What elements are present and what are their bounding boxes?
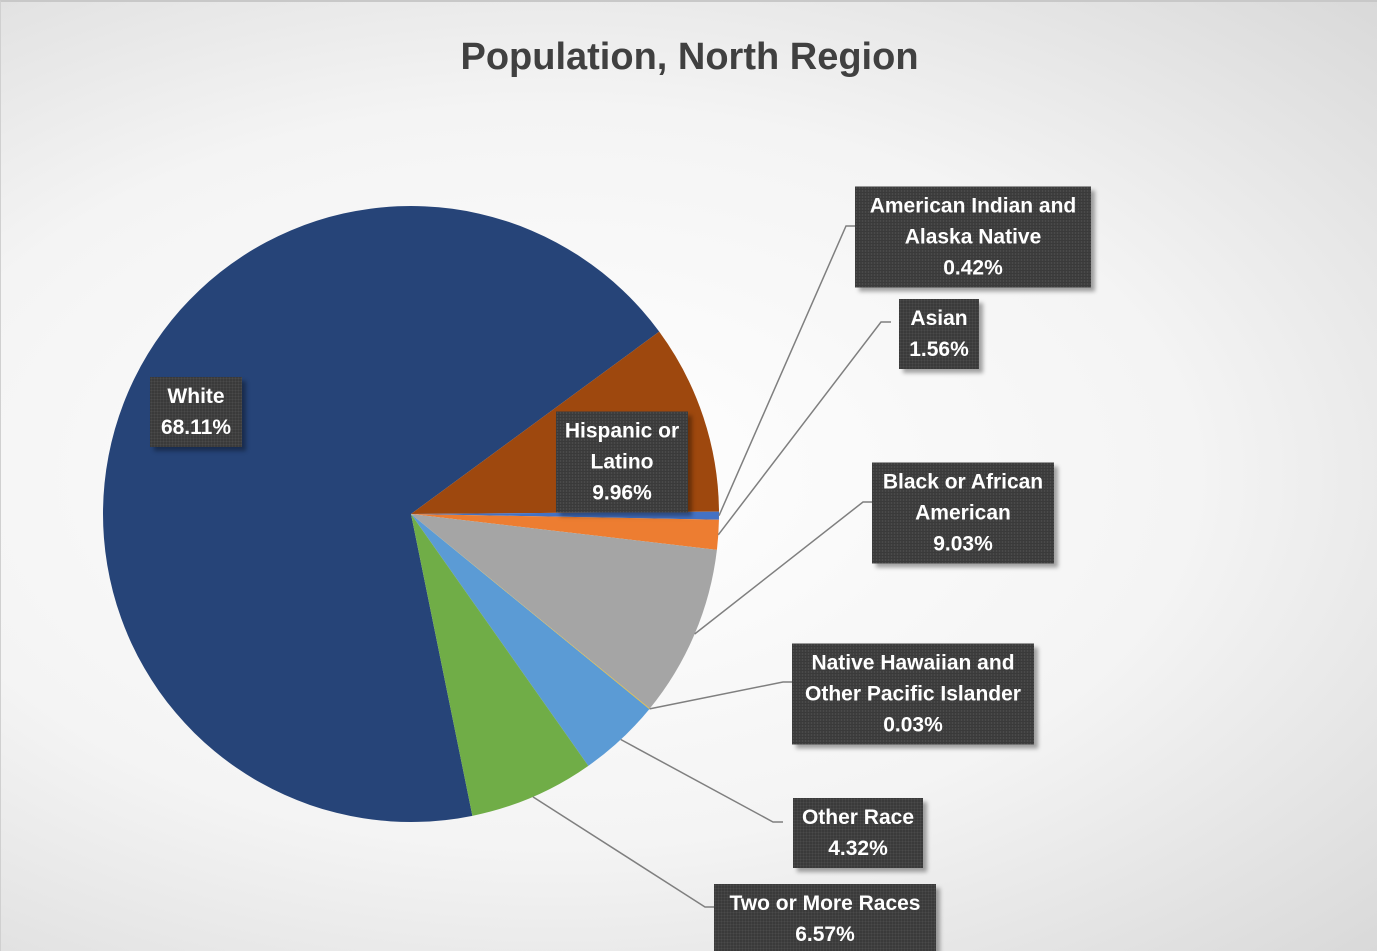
data-label: Two or More Races 6.57% — [714, 884, 936, 951]
label-value: 1.56% — [909, 338, 969, 361]
label-value: 9.03% — [933, 532, 993, 556]
label-name: Other Race — [801, 806, 915, 829]
label-name: American Indian and Alaska Native — [869, 194, 1077, 249]
leader-line — [649, 681, 793, 710]
label-name: White — [167, 385, 225, 408]
label-name: Asian — [910, 307, 968, 330]
leader-line — [620, 738, 783, 823]
pie-slice — [411, 514, 650, 766]
label-name: Two or More Races — [729, 892, 921, 915]
label-value: 4.32% — [828, 837, 888, 860]
label-name: Black or African American — [882, 470, 1044, 525]
label-value: 9.96% — [592, 481, 652, 505]
label-value: 0.42% — [943, 256, 1003, 280]
data-label: Hispanic or Latino 9.96% — [556, 411, 688, 513]
label-name: Native Hawaiian and Other Pacific Island… — [805, 651, 1021, 706]
pie-slice — [411, 511, 720, 520]
data-label: Native Hawaiian and Other Pacific Island… — [792, 643, 1034, 745]
pie-slice — [103, 206, 660, 823]
data-label: Asian 1.56% — [899, 299, 979, 369]
chart-title: Population, North Region — [460, 36, 919, 78]
data-label: Other Race 4.32% — [793, 798, 923, 868]
pie-slice — [411, 514, 589, 816]
label-value: 0.03% — [883, 713, 943, 737]
data-label: American Indian and Alaska Native 0.42% — [855, 186, 1091, 288]
label-name: Hispanic or Latino — [564, 419, 680, 474]
leader-line — [532, 796, 715, 908]
leader-line — [717, 321, 891, 536]
pie-slice — [411, 514, 717, 709]
leader-line — [694, 501, 873, 635]
pie-slice — [411, 514, 650, 710]
data-label: Black or African American 9.03% — [872, 462, 1054, 564]
leader-line — [718, 225, 856, 516]
pie-slice — [411, 514, 719, 550]
label-value: 6.57% — [795, 923, 855, 946]
label-value: 68.11% — [160, 416, 232, 439]
data-label: White 68.11% — [150, 377, 242, 447]
